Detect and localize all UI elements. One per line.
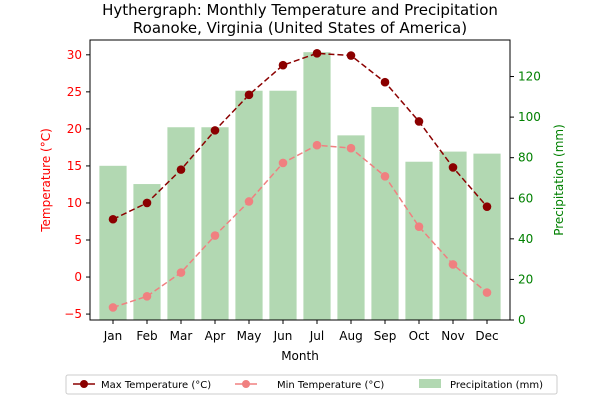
x-tick-label: Jan [103, 329, 123, 343]
x-axis: Jan Feb Mar Apr May Jun Jul Aug Sep Oct Nov Dec [103, 320, 499, 343]
y-left-tick-label: 0 [74, 270, 82, 284]
min-temp-point-sep [380, 171, 390, 181]
x-tick-label: Aug [339, 329, 362, 343]
min-temp-point-nov [448, 260, 458, 269]
y-right-tick-label: 0 [518, 313, 526, 327]
min-temp-point-mar [176, 268, 186, 277]
y-left-tick-label: 10 [67, 196, 82, 210]
precip-bar-aug [337, 135, 365, 320]
precip-bar-oct [405, 161, 433, 320]
x-tick-label: Sep [374, 329, 397, 343]
x-axis-label: Month [281, 349, 319, 363]
x-tick-label: Nov [441, 329, 464, 343]
x-tick-label: Dec [475, 329, 498, 343]
temperature-lines [108, 49, 492, 312]
y-right-tick-label: 40 [518, 232, 533, 246]
max-temp-line [112, 52, 488, 220]
min-temp-point-jun [278, 158, 288, 168]
precip-bar-apr [201, 127, 229, 321]
y-left-tick-label: −5 [64, 307, 82, 321]
max-temp-point-may [244, 90, 254, 100]
max-temp-point-dec [482, 202, 492, 211]
min-temp-point-may [244, 197, 254, 206]
min-temp-point-jan [108, 303, 118, 312]
chart-title: Hythergraph: Monthly Temperature and Pre… [102, 1, 498, 19]
min-temp-point-aug [346, 143, 356, 153]
max-temp-point-jun [278, 60, 288, 70]
max-temp-point-jul [312, 49, 322, 58]
plot-frame [89, 39, 511, 321]
y-left-tick-label: 20 [67, 122, 82, 136]
y-left-tick-label: 15 [67, 159, 82, 173]
y-right-tick-label: 120 [518, 70, 541, 84]
y-right-tick-label: 60 [518, 191, 533, 205]
max-temp-point-mar [176, 165, 186, 174]
max-temp-point-nov [448, 163, 458, 172]
y-right-tick-label: 80 [518, 151, 533, 165]
y-left-tick-label: 25 [67, 85, 82, 99]
min-temp-point-oct [414, 222, 424, 231]
max-temp-point-aug [346, 51, 356, 60]
y-left-tick-label: 30 [67, 48, 82, 62]
min-temp-point-apr [210, 231, 220, 240]
max-temp-point-oct [414, 117, 424, 126]
legend-min-marker [242, 380, 250, 388]
legend-min-label: Min Temperature (°C) [277, 380, 384, 391]
min-temp-point-feb [142, 291, 152, 301]
precip-bar-nov [439, 151, 467, 320]
x-tick-label: Feb [136, 329, 157, 343]
max-temp-point-sep [380, 77, 390, 87]
y-right-tick-label: 20 [518, 272, 533, 286]
x-tick-label: Apr [205, 329, 226, 343]
precip-bar-sep [371, 106, 399, 321]
precipitation-bars [99, 52, 501, 321]
y-axis-left: −5 0 5 10 15 20 25 30 [64, 48, 90, 321]
x-tick-label: Jul [309, 329, 324, 343]
max-temp-point-apr [210, 126, 220, 135]
y-axis-right-label: Precipitation (mm) [552, 124, 566, 236]
min-temp-line [112, 144, 488, 309]
min-temp-point-jul [312, 140, 322, 150]
max-temp-point-jan [108, 214, 118, 224]
max-temp-point-feb [142, 198, 152, 208]
precip-bar-jul [303, 52, 331, 320]
y-axis-right: 0 20 40 60 80 100 120 [510, 70, 541, 327]
y-axis-left-label: Temperature (°C) [39, 128, 53, 233]
y-left-tick-label: 5 [74, 233, 82, 247]
x-tick-label: Oct [409, 329, 430, 343]
legend: Max Temperature (°C) Min Temperature (°C… [65, 374, 558, 395]
legend-precip-swatch [419, 379, 441, 388]
chart-subtitle: Roanoke, Virginia (United States of Amer… [133, 19, 467, 37]
precip-bar-jan [99, 165, 127, 320]
x-tick-label: Mar [170, 329, 193, 343]
legend-max-label: Max Temperature (°C) [101, 380, 211, 391]
precip-bar-jun [269, 90, 297, 320]
x-tick-label: Jun [273, 329, 293, 343]
y-right-tick-label: 100 [518, 110, 541, 124]
legend-precip-label: Precipitation (mm) [450, 380, 543, 391]
legend-max-marker [80, 380, 88, 388]
precip-bar-mar [167, 127, 195, 321]
min-temp-point-dec [482, 288, 492, 297]
x-tick-label: May [237, 329, 262, 343]
